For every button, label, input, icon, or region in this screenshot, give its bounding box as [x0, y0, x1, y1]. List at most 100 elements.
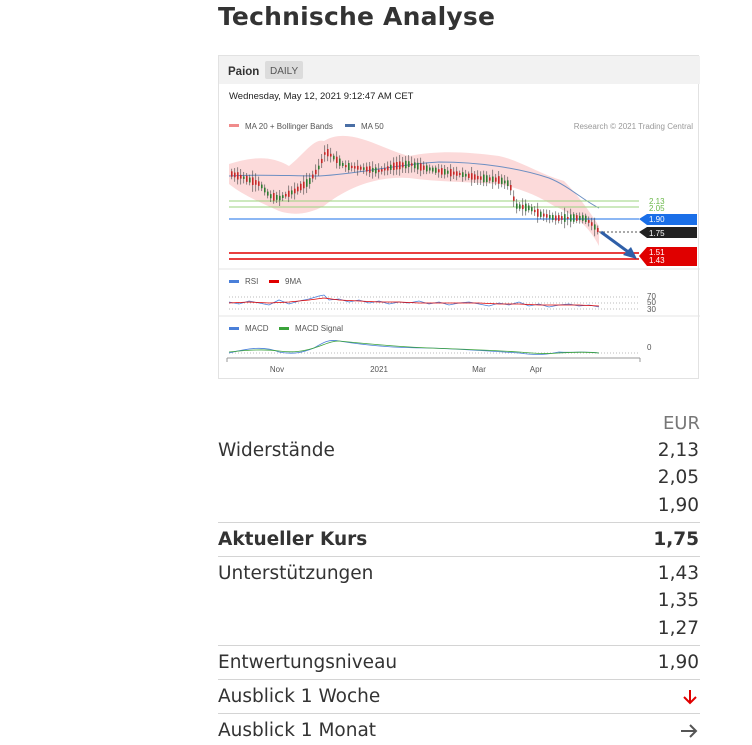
interval-label: DAILY: [270, 66, 298, 77]
legend-macd: MACD: [245, 324, 269, 333]
legend-9ma: 9MA: [285, 277, 302, 286]
candle-body: [459, 172, 461, 176]
candle-body: [234, 172, 236, 178]
candle-body: [240, 174, 242, 179]
support-value-1: 1,43: [657, 563, 699, 584]
rsi-50-label: 50: [647, 298, 656, 307]
candle-body: [300, 183, 302, 191]
instrument-name: Paion: [228, 66, 259, 78]
candle-body: [585, 215, 587, 222]
candle-body: [531, 207, 533, 212]
outlook-week-label: Ausblick 1 Woche: [218, 686, 381, 707]
candle-body: [318, 165, 320, 170]
candle-body: [249, 177, 251, 183]
candle-body: [525, 203, 527, 212]
candle-body: [480, 176, 482, 180]
legend-macd-swatch: [229, 327, 239, 330]
candle-body: [594, 224, 596, 230]
candle-body: [381, 169, 383, 172]
candle-body: [288, 190, 290, 197]
macd-signal-line: [228, 340, 600, 355]
candle-body: [417, 162, 419, 170]
forecast-arrowhead: [623, 247, 637, 259]
candle-body: [351, 165, 353, 169]
candle-body: [591, 222, 593, 226]
candle-body: [342, 162, 344, 166]
candle-body: [246, 175, 248, 182]
candle-body: [507, 180, 509, 187]
legend-macd-signal-swatch: [279, 327, 289, 330]
candle-body: [408, 161, 410, 168]
tag-support-bg: [639, 247, 697, 266]
candle-body: [468, 173, 470, 178]
candle-body: [297, 186, 299, 192]
candle-body: [561, 216, 563, 220]
candle-body: [387, 166, 389, 171]
ma50-line: [228, 161, 600, 209]
tag-2-13: 2.13: [649, 197, 665, 206]
candle-body: [366, 166, 368, 172]
legend-rsi: RSI: [245, 277, 258, 286]
candle-body: [375, 167, 377, 174]
candle-body: [420, 163, 422, 171]
candle-body: [498, 176, 500, 184]
candle-body: [570, 214, 572, 222]
legend-ma50-swatch: [345, 124, 355, 127]
legend-rsi-swatch: [229, 280, 239, 283]
legend-9ma-swatch: [269, 280, 279, 283]
technical-chart: Paion DAILY Wednesday, May 12, 2021 9:12…: [218, 55, 700, 379]
candle-body: [501, 177, 503, 184]
table-separator: [218, 556, 700, 557]
candle-body: [282, 195, 284, 199]
tag-1-43: 1.43: [649, 256, 665, 265]
candle-body: [450, 168, 452, 177]
candle-body: [534, 209, 536, 213]
candle-body: [390, 164, 392, 170]
candle-body: [441, 168, 443, 175]
candle-body: [573, 214, 575, 222]
x-tick-nov: Nov: [270, 365, 284, 374]
candle-body: [414, 162, 416, 169]
tag-1-90-bg: [639, 214, 697, 225]
candle-body: [360, 166, 362, 170]
candle-body: [513, 196, 515, 201]
candle-body: [255, 180, 257, 185]
candle-body: [348, 163, 350, 171]
candle-body: [378, 169, 380, 173]
candle-body: [582, 215, 584, 221]
bollinger-band: [229, 135, 599, 246]
legend-macd-signal: MACD Signal: [295, 324, 343, 333]
arrow-right-icon: [679, 722, 699, 745]
candle-body: [306, 179, 308, 187]
candle-body: [471, 173, 473, 180]
candle-body: [267, 191, 269, 196]
candle-body: [546, 214, 548, 218]
candle-body: [423, 165, 425, 170]
macd-line: [228, 340, 600, 355]
candle-body: [243, 176, 245, 179]
candle-body: [411, 163, 413, 166]
candle-body: [384, 168, 386, 171]
candle-body: [258, 181, 260, 186]
invalidation-value: 1,90: [657, 652, 699, 673]
candle-body: [279, 195, 281, 201]
candle-body: [396, 162, 398, 170]
candle-body: [492, 176, 494, 183]
candle-body: [276, 194, 278, 200]
candle-body: [444, 168, 446, 175]
rsi-30-label: 30: [647, 305, 656, 314]
candle-body: [474, 174, 476, 180]
candle-body: [486, 175, 488, 183]
candle-body: [405, 160, 407, 169]
table-separator: [218, 522, 700, 523]
forecast-arrow: [600, 230, 632, 256]
legend-bb-swatch: [229, 124, 239, 127]
candle-body: [465, 173, 467, 177]
candle-body: [567, 216, 569, 220]
candle-body: [552, 214, 554, 220]
candle-body: [588, 220, 590, 223]
x-tick-2021: 2021: [370, 365, 388, 374]
candle-body: [549, 215, 551, 219]
candle-body: [429, 167, 431, 171]
chart-copyright: Research © 2021 Trading Central: [574, 122, 694, 131]
